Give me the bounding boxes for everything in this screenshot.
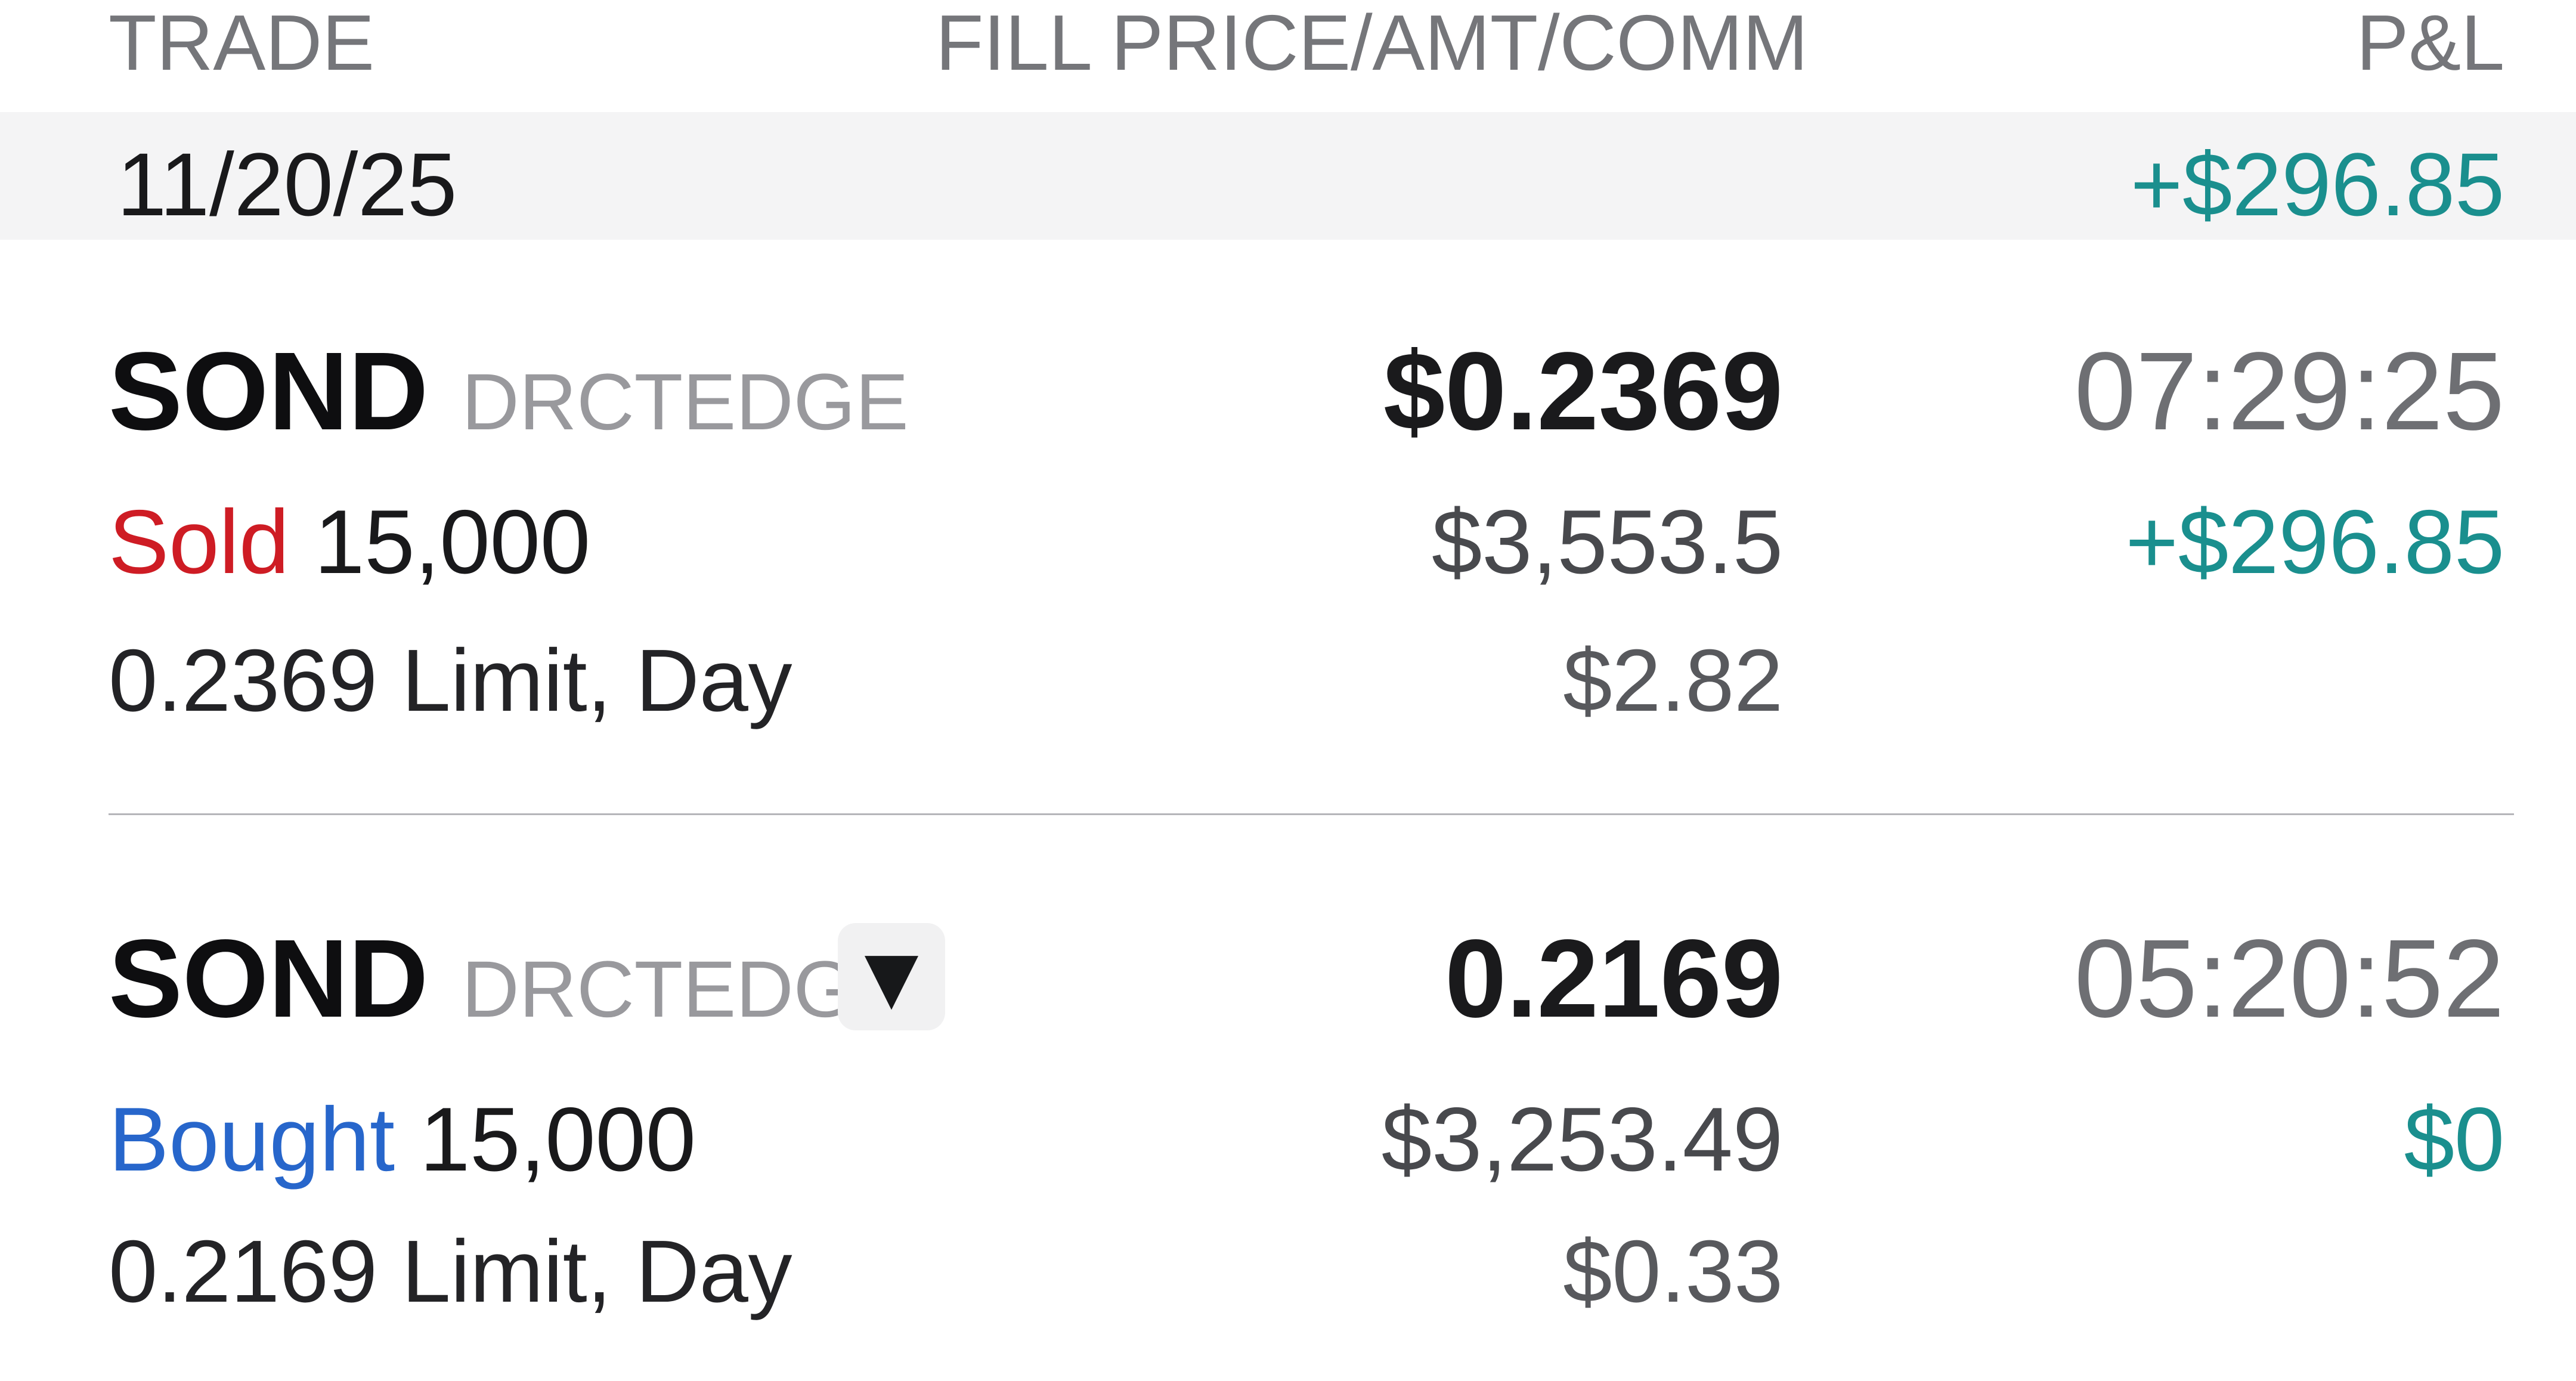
date-group-row: 11/20/25 +$296.85 [0,112,2576,240]
quantity: 15,000 [314,491,590,593]
fill-price: 0.2169 [1445,917,1783,1041]
fill-time: 05:20:52 [2074,917,2505,1041]
pnl-value: $0 [2404,1089,2505,1190]
fill-amount: $3,553.5 [1431,491,1783,593]
chevron-down-icon: ▼ [864,936,919,1018]
column-header-pnl: P&L [2356,0,2504,86]
side-label: Sold [109,491,289,593]
commission: $2.82 [1563,631,1783,730]
symbol-line: SOND DRCTEDGE [109,917,909,1041]
side-quantity-line: Bought 15,000 [109,1094,696,1185]
commission: $0.33 [1563,1222,1783,1321]
column-header-trade: TRADE [109,0,374,86]
column-header-fill: FILL PRICE/AMT/COMM [935,0,1808,86]
fill-time: 07:29:25 [2074,330,2505,453]
quantity: 15,000 [419,1089,696,1190]
pnl-value: +$296.85 [2125,491,2504,593]
fill-amount: $3,253.49 [1381,1089,1784,1190]
date-group-pnl: +$296.85 [2130,134,2505,234]
venue-label: DRCTEDGE [462,945,909,1034]
ticker-symbol: SOND [109,330,429,453]
order-description: 0.2169 Limit, Day [109,1222,792,1321]
fill-price: $0.2369 [1383,330,1783,453]
symbol-line: SOND DRCTEDGE [109,330,909,453]
row-divider [109,813,2514,815]
expand-dropdown-button[interactable]: ▼ [838,923,945,1030]
venue-label: DRCTEDGE [462,358,909,447]
date-label: 11/20/25 [117,134,457,234]
ticker-symbol: SOND [109,917,429,1041]
side-label: Bought [109,1089,395,1190]
order-description: 0.2369 Limit, Day [109,631,792,730]
side-quantity-line: Sold 15,000 [109,497,590,587]
